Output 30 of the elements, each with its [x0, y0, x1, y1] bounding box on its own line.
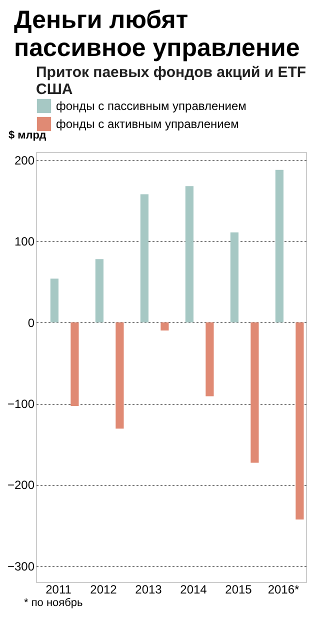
y-tick-label: −300 [7, 559, 35, 574]
y-tick-label: −200 [7, 478, 35, 492]
bar [116, 322, 124, 429]
x-tick-label: 2016* [268, 582, 300, 596]
y-axis-title: $ млрд [8, 130, 46, 142]
legend-label: фонды с активным управлением [56, 117, 239, 131]
bar [70, 322, 79, 406]
x-tick-label: 2012 [90, 582, 118, 596]
bar [50, 278, 58, 322]
y-tick-label: 0 [28, 316, 35, 330]
text: * по ноябрь [24, 597, 84, 609]
x-tick-label: 2014 [180, 582, 208, 596]
chart-title: Деньги любят пассивное управление [14, 6, 301, 62]
y-tick-label: 200 [14, 154, 35, 168]
y-tick-label: 100 [14, 234, 35, 249]
bar [250, 322, 259, 463]
bar [275, 170, 284, 322]
bar [95, 259, 104, 322]
bar [160, 322, 169, 330]
bar [185, 186, 194, 322]
chart-subtitle: Приток паевых фондов акций и ETF США [36, 64, 308, 98]
x-tick-label: 2013 [135, 582, 162, 596]
legend-label: фонды с пассивным управлением [56, 99, 246, 113]
x-tick-label: 2011 [46, 582, 72, 596]
x-tick-label: 2015 [225, 582, 252, 596]
bar [140, 194, 148, 322]
bar [296, 322, 304, 520]
bar [206, 322, 214, 396]
y-tick-label: −100 [7, 397, 35, 412]
bar [230, 232, 238, 322]
